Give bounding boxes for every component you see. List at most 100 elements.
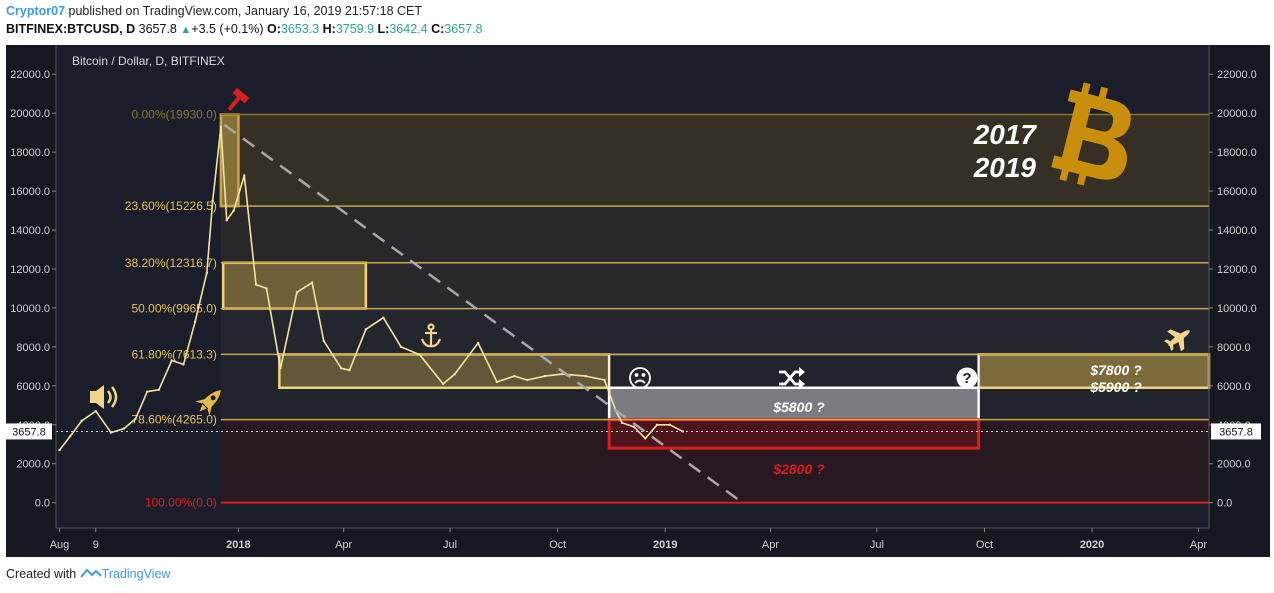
price-point [109, 431, 113, 434]
price-point [620, 421, 624, 425]
price-point [225, 219, 228, 222]
y-tick-label-left: 22000.0 [10, 69, 50, 81]
price-point [265, 287, 268, 290]
svg-text:?: ? [962, 370, 971, 387]
y-tick-label-right: 10000.0 [1217, 303, 1257, 315]
y-tick-label-right: 6000.0 [1217, 381, 1251, 393]
y-tick-label-left: 2000.0 [16, 459, 50, 471]
years-label-2019: 2019 [973, 152, 1037, 183]
x-tick-label: 2020 [1080, 539, 1104, 551]
price-point [279, 367, 282, 370]
fib-band [220, 114, 1209, 207]
price-chart[interactable]: 0.00%(19930.0) 23.60%(15226.5) 38.20%(1231… [6, 45, 1270, 557]
fib-level-label: 38.20%(12316.7) [125, 256, 217, 270]
price-point [68, 435, 72, 438]
price-point [80, 419, 83, 423]
fib-band [220, 262, 1209, 309]
target-5900-label: $5900 ? [1089, 379, 1142, 395]
low-label: L: [377, 22, 390, 36]
y-tick-label-left: 18000.0 [10, 147, 50, 159]
price-point [232, 209, 235, 212]
close-label: C: [431, 22, 445, 36]
target-7800-label: $7800 ? [1089, 362, 1142, 378]
chart-title: Bitcoin / Dollar, D, BITFINEX [72, 54, 225, 68]
fib-band [220, 419, 1209, 503]
zone-box [977, 353, 1211, 390]
y-tick-label-right: 20000.0 [1217, 108, 1257, 120]
y-tick-label-left: 12000.0 [10, 264, 50, 276]
y-tick-label-right: 12000.0 [1217, 264, 1257, 276]
price-point [561, 372, 564, 376]
price-point [94, 409, 97, 413]
last-price-badge-left [6, 423, 52, 440]
fib-level-label: 78.60%(4265.0) [131, 413, 216, 427]
x-tick-label: 2018 [226, 539, 250, 551]
footer: Created with TradingView [6, 567, 170, 581]
high-value: 3759.9 [335, 22, 375, 36]
x-tick-label: Oct [976, 539, 993, 551]
y-tick-label-right: 18000.0 [1217, 147, 1257, 159]
symbol-label: BITFINEX:BTCUSD, D [6, 22, 136, 36]
y-tick-label-right: 16000.0 [1217, 186, 1257, 198]
price-point [254, 283, 258, 286]
x-tick-label: Jul [443, 539, 457, 551]
x-tick-label: Aug [50, 539, 70, 551]
price-point [243, 174, 246, 177]
price-point [157, 388, 161, 391]
y-tick-label-right: 8000.0 [1217, 342, 1251, 354]
y-tick-label-right: 2000.0 [1217, 459, 1251, 471]
price-point [58, 448, 61, 452]
x-tick-label: Jul [870, 539, 884, 551]
price-point [122, 427, 126, 430]
axis-layer: 0.00.02000.02000.04000.04000.06000.06000… [6, 45, 1270, 557]
price-point [193, 320, 197, 323]
zone-box [607, 386, 980, 421]
price-point [322, 339, 325, 343]
last-price-label-left: 3657.8 [12, 426, 46, 438]
shuffle-icon [779, 367, 805, 389]
zone-layer [219, 113, 1211, 503]
price-point [603, 378, 606, 382]
fib-band [220, 308, 1209, 355]
x-axis-bg [6, 528, 1270, 557]
y-tick-label-right: 14000.0 [1217, 225, 1257, 237]
last-price-badge-right [1211, 423, 1261, 440]
price-point [655, 423, 659, 426]
price-point [295, 291, 299, 294]
tradingview-link[interactable]: TradingView [101, 567, 171, 581]
open-value: 3653.3 [280, 22, 320, 36]
price-point [399, 345, 403, 349]
y-tick-label-left: 10000.0 [10, 303, 50, 315]
chart-frame[interactable]: 0.00%(19930.0) 23.60%(15226.5) 38.20%(1231… [6, 45, 1270, 557]
open-label: O: [267, 22, 281, 36]
x-tick-label: Apr [335, 539, 352, 551]
years-label-2017: 2017 [973, 119, 1038, 150]
ohlc-line: BITFINEX:BTCUSD, D 3657.8 ▲+3.5 (+0.1%) … [6, 22, 483, 36]
target-5800-label: $5800 ? [772, 399, 825, 415]
target-2800-label: $2800 ? [772, 461, 825, 477]
price-point [310, 281, 314, 284]
y-tick-label-right: 22000.0 [1217, 69, 1257, 81]
price-value: 3657.8 [138, 22, 177, 36]
airplane-icon [1164, 329, 1190, 352]
speaker-icon [90, 385, 118, 409]
price-point [441, 382, 445, 386]
y-tick-label-left: 20000.0 [10, 108, 50, 120]
price-point [453, 372, 456, 376]
x-tick-label: 2019 [653, 539, 677, 551]
hammer-icon [227, 87, 250, 112]
low-value: 3642.4 [389, 22, 428, 36]
y-tick-label-left: 0.0 [35, 498, 50, 510]
price-point [526, 378, 529, 382]
last-price-label-right: 3657.8 [1219, 426, 1253, 438]
fib-band [220, 206, 1209, 263]
x-tick-label: Apr [762, 539, 779, 551]
rocket-icon [195, 390, 221, 416]
published-text: published on TradingView.com, January 16… [68, 4, 423, 18]
author-link[interactable]: Cryptor07 [6, 4, 66, 18]
change-value: +3.5 (+0.1%) [191, 22, 264, 36]
y-tick-label-right: 0.0 [1217, 498, 1232, 510]
price-point [182, 363, 185, 366]
zone-box [607, 418, 981, 450]
trendline [223, 123, 744, 504]
